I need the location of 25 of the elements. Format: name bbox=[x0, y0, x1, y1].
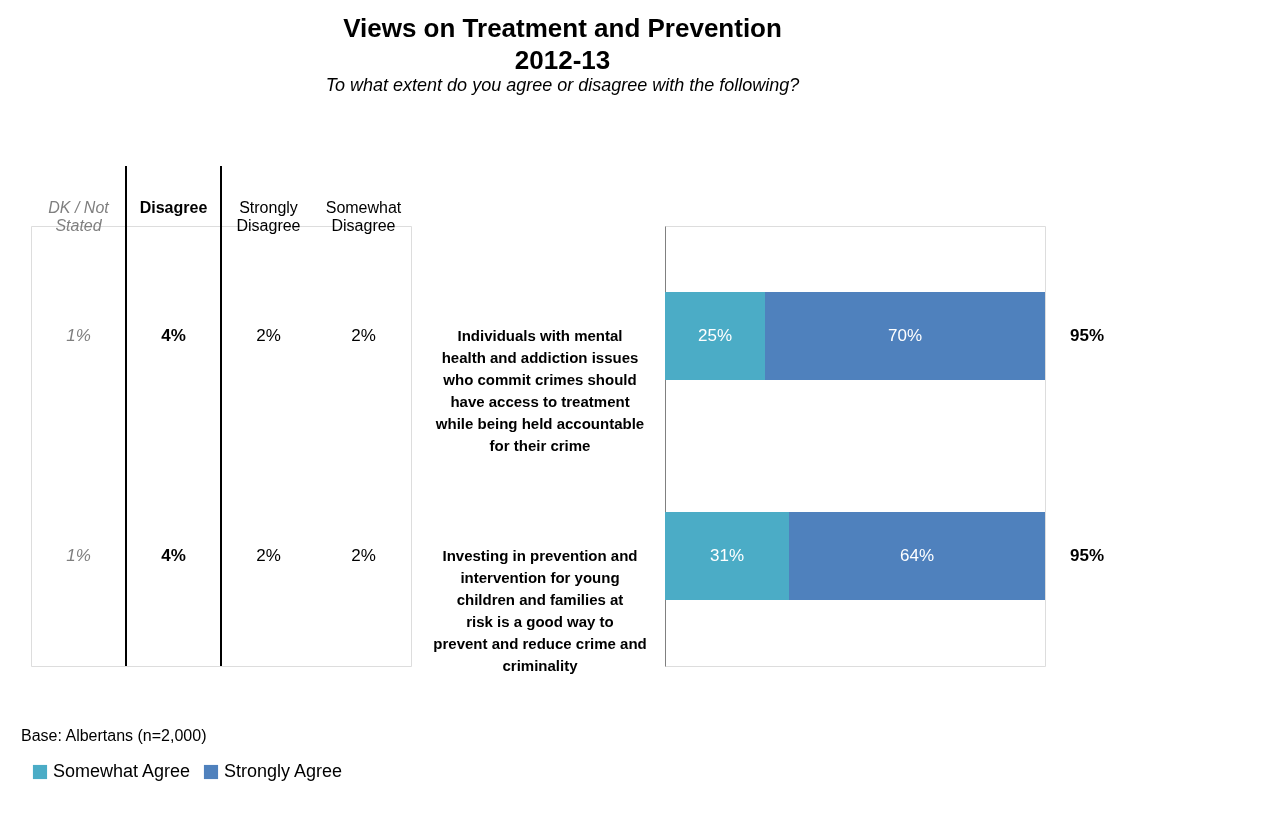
total-label: 95% bbox=[1070, 546, 1105, 565]
data-label: 2% bbox=[351, 326, 376, 345]
chart-title: Views on Treatment and Prevention 2012-13 bbox=[343, 12, 782, 75]
total-label: 95% bbox=[1070, 326, 1105, 345]
data-label: 25% bbox=[697, 326, 733, 345]
category-label: DK / Not Stated bbox=[48, 199, 110, 234]
data-label: 1% bbox=[66, 546, 91, 565]
legend-label: Somewhat Agree bbox=[53, 761, 191, 781]
data-label: 70% bbox=[887, 326, 923, 345]
chart-subtitle: To what extent do you agree or disagree with the following? bbox=[325, 74, 800, 95]
category-label: Strongly Disagree bbox=[236, 199, 301, 234]
category-label: Disagree bbox=[139, 199, 208, 216]
data-label: 1% bbox=[66, 326, 91, 345]
text: Base: Albertans (n=2,000) bbox=[21, 727, 207, 744]
category-label: Somewhat Disagree bbox=[325, 199, 402, 234]
data-label: 2% bbox=[256, 326, 281, 345]
data-label: 4% bbox=[161, 326, 186, 345]
data-label: 4% bbox=[161, 546, 186, 565]
legend-label: Strongly Agree bbox=[224, 761, 343, 781]
y-tick-label: Investing in prevention and intervention for young children and families at risk is a good way to prevent and reduce crime and criminality bbox=[433, 547, 647, 674]
data-label: 2% bbox=[351, 546, 376, 565]
data-label: 31% bbox=[709, 546, 745, 565]
data-label: 2% bbox=[256, 546, 281, 565]
y-tick-label: Individuals with mental health and addiction issues who commit crimes should have access to treatment while being held accountable for their crime bbox=[434, 327, 645, 454]
data-label: 64% bbox=[899, 546, 935, 565]
